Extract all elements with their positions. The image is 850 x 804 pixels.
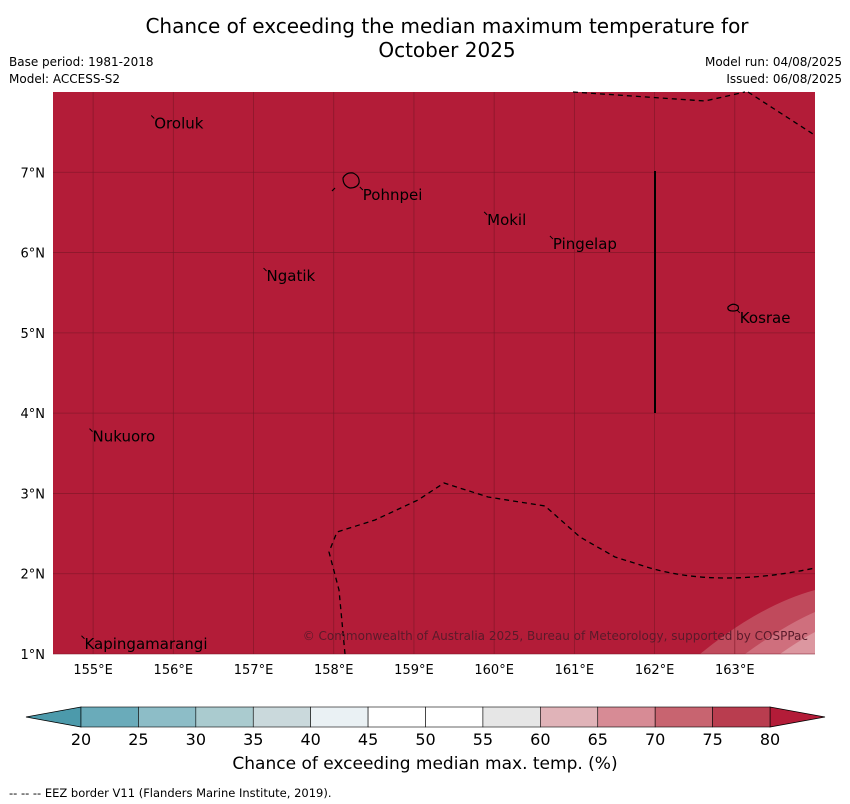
colorbar-segment — [712, 706, 771, 728]
place-marker — [359, 186, 364, 191]
place-marker — [89, 428, 93, 432]
colorbar-segment — [482, 706, 541, 728]
colorbar-segment — [195, 706, 254, 728]
title-line-2: October 2025 — [378, 38, 516, 62]
place-marker — [483, 211, 488, 216]
base-period-text: Base period: 1981-2018 — [9, 55, 154, 69]
colorbar-tick-label: 65 — [588, 730, 608, 749]
colorbar-high-arrow — [769, 706, 826, 728]
lon-tick-label: 162°E — [635, 663, 675, 678]
colorbar-tick-label: 20 — [71, 730, 91, 749]
colorbar-tick-labels: 20 25 30 35 40 45 50 55 60 65 70 75 80 — [71, 730, 780, 749]
eez-border-top-right — [747, 91, 814, 135]
colorbar-tick-label: 60 — [530, 730, 550, 749]
lat-tick-label: 4°N — [21, 407, 46, 422]
colorbar-segment — [367, 706, 426, 728]
colorbar-segment — [310, 706, 369, 728]
place-label-nukuoro: Nukuoro — [93, 428, 156, 446]
pohnpei-outline — [342, 172, 360, 189]
colorbar-tick-label: 40 — [300, 730, 320, 749]
place-label-pingelap: Pingelap — [553, 235, 617, 253]
colorbar-segment — [654, 706, 713, 728]
colorbar-segment — [80, 706, 139, 728]
map-figure: Oroluk Pohnpei Mokil Pingelap Ngatik Kosrae Nu… — [21, 91, 826, 749]
lat-tick-label: 7°N — [21, 166, 46, 181]
lat-tick-label: 3°N — [21, 487, 46, 502]
place-marker — [549, 235, 554, 240]
colorbar-segment — [540, 706, 599, 728]
kosrae-outline — [727, 303, 740, 312]
colorbar-tick-label: 25 — [128, 730, 148, 749]
place-marker — [81, 635, 85, 640]
colorbar-tick-label: 30 — [186, 730, 206, 749]
colorbar-low-arrow — [25, 706, 82, 728]
lon-tick-label: 160°E — [474, 663, 514, 678]
shading-lower-right — [700, 590, 815, 654]
colorbar-tick-label: 70 — [645, 730, 665, 749]
model-text: Model: ACCESS-S2 — [9, 72, 121, 86]
map-title: Chance of exceeding the median maximum t… — [0, 14, 850, 62]
model-run-text: Model run: 04/08/2025 — [704, 55, 842, 69]
eez-border-south — [328, 482, 816, 655]
lat-tick-label: 2°N — [21, 568, 46, 583]
colorbar-tick-label: 80 — [760, 730, 780, 749]
colorbar-segment — [252, 706, 311, 728]
issued-text: Issued: 06/08/2025 — [726, 72, 842, 86]
lon-tick-label: 163°E — [715, 663, 755, 678]
colorbar-tick-label: 75 — [702, 730, 722, 749]
place-label-kosrae: Kosrae — [740, 309, 791, 327]
place-label-pohnpei: Pohnpei — [363, 186, 423, 204]
colorbar-title: Chance of exceeding median max. temp. (%… — [232, 754, 618, 774]
meta-left: Base period: 1981-2018 Model: ACCESS-S2 — [9, 54, 154, 88]
place-label-mokil: Mokil — [487, 211, 526, 229]
title-line-1: Chance of exceeding the median maximum t… — [145, 14, 749, 38]
eez-legend-note: -- -- -- EEZ border V11 (Flanders Marine… — [9, 786, 332, 800]
lat-tick-label: 6°N — [21, 247, 46, 262]
lon-tick-label: 159°E — [394, 663, 434, 678]
place-label-ngatik: Ngatik — [267, 267, 316, 285]
place-marker — [150, 115, 155, 119]
eez-border — [328, 91, 816, 655]
map-gridlines — [53, 92, 815, 655]
colorbar-tick-label: 35 — [243, 730, 263, 749]
place-label-oroluk: Oroluk — [154, 115, 203, 133]
map-background — [53, 92, 815, 654]
lon-tick-label: 155°E — [73, 663, 113, 678]
island-outlines — [331, 172, 740, 312]
place-labels: Oroluk Pohnpei Mokil Pingelap Ngatik Kosrae Nu… — [81, 115, 790, 653]
colorbar-segment — [597, 706, 656, 728]
lon-tick-label: 156°E — [154, 663, 194, 678]
lon-tick-label: 161°E — [555, 663, 595, 678]
latitude-tick-labels: 1°N 2°N 3°N 4°N 5°N 6°N 7°N — [21, 166, 46, 663]
longitude-tick-labels: 155°E 156°E 157°E 158°E 159°E 160°E 161°E 162°E… — [73, 663, 754, 678]
colorbar-tick-label: 50 — [415, 730, 435, 749]
colorbar-segment — [425, 706, 484, 728]
place-label-kapingamarangi: Kapingamarangi — [84, 635, 207, 653]
islet-mark — [331, 187, 336, 192]
colorbar-tick-label: 55 — [473, 730, 493, 749]
lat-tick-label: 5°N — [21, 327, 46, 342]
lon-tick-label: 157°E — [234, 663, 274, 678]
lat-tick-label: 1°N — [21, 648, 46, 663]
colorbar-tick-label: 45 — [358, 730, 378, 749]
place-marker — [263, 267, 267, 272]
copyright-text: © Commonwealth of Australia 2025, Bureau… — [303, 629, 808, 643]
colorbar-segment — [138, 706, 197, 728]
meta-right: Model run: 04/08/2025 Issued: 06/08/2025 — [705, 54, 842, 88]
colorbar — [25, 706, 826, 728]
lon-tick-label: 158°E — [314, 663, 354, 678]
place-marker — [736, 309, 741, 314]
